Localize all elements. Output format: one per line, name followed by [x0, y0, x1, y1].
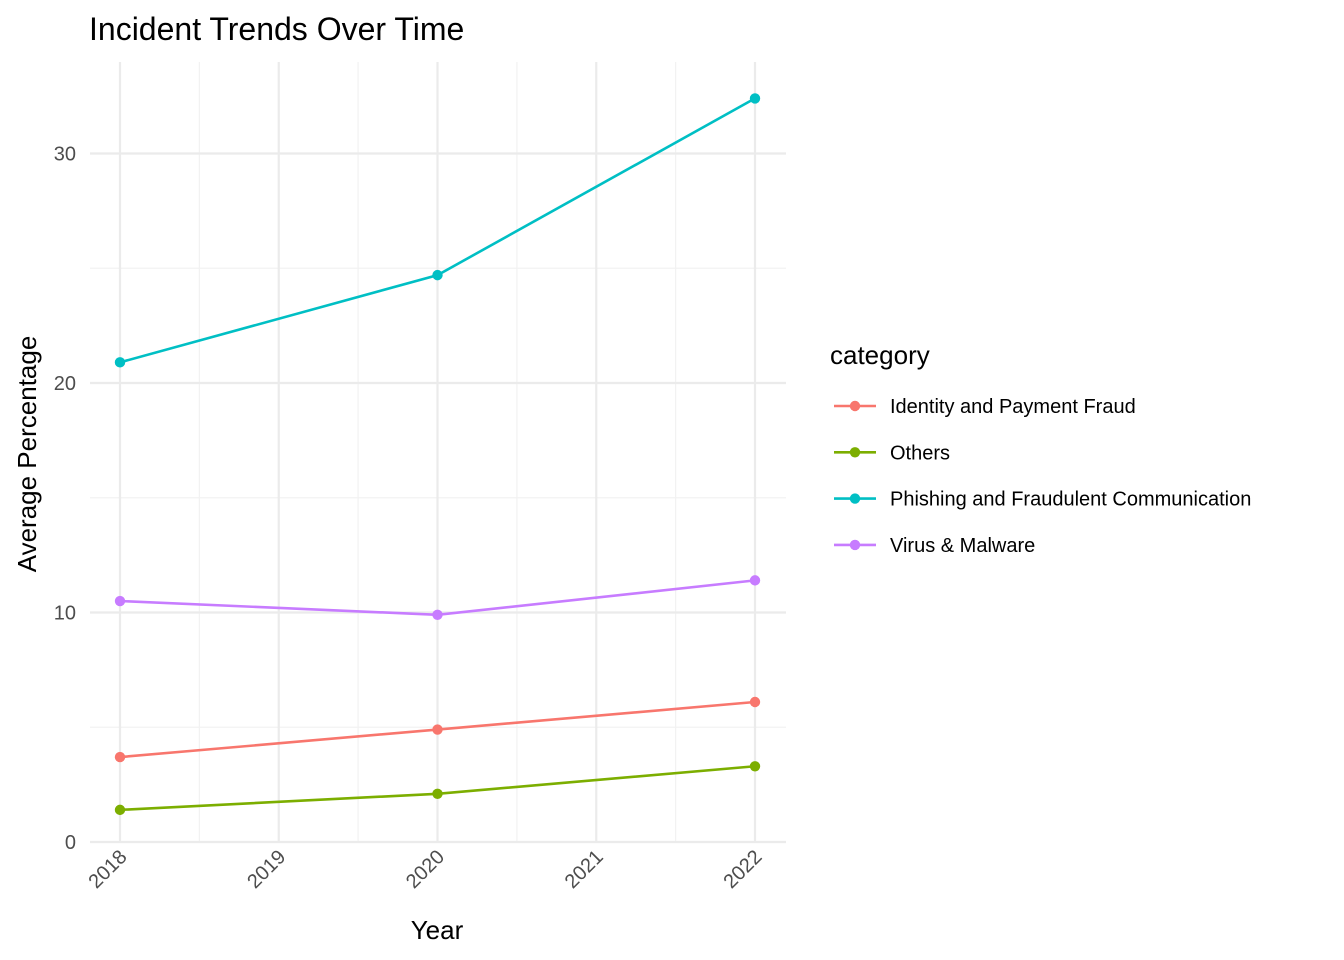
- legend: category Identity and Payment Fraud Other…: [830, 340, 1251, 557]
- data-point: [114, 804, 126, 816]
- legend-item: Identity and Payment Fraud: [834, 396, 1136, 418]
- y-tick-label: 20: [54, 373, 76, 395]
- series-group: [114, 696, 761, 763]
- x-tick-label: 2021: [561, 846, 608, 893]
- y-tick-label: 10: [54, 603, 76, 625]
- data-point: [432, 609, 443, 620]
- legend-item: Phishing and Fraudulent Communication: [834, 489, 1251, 511]
- series-group: [114, 575, 761, 620]
- legend-label: Identity and Payment Fraud: [890, 396, 1136, 418]
- legend-key-point: [849, 447, 861, 458]
- series-group: [114, 761, 761, 816]
- data-point: [114, 751, 126, 763]
- legend-key-point: [849, 400, 861, 412]
- data-point: [114, 357, 126, 368]
- y-tick-label: 30: [54, 144, 76, 166]
- series-layer: [114, 93, 761, 816]
- data-point: [432, 724, 443, 735]
- y-tick-label: 0: [65, 832, 76, 854]
- series-group: [114, 93, 761, 368]
- data-point: [114, 595, 126, 607]
- data-point: [432, 269, 443, 281]
- data-point: [749, 575, 761, 586]
- data-point: [432, 788, 443, 800]
- y-axis-title: Average Percentage: [12, 336, 42, 573]
- chart-title: Incident Trends Over Time: [89, 11, 464, 47]
- legend-label: Phishing and Fraudulent Communication: [890, 489, 1251, 511]
- data-point: [749, 93, 761, 104]
- x-tick-label: 2020: [402, 846, 449, 893]
- legend-label: Virus & Malware: [890, 535, 1035, 557]
- data-point: [749, 696, 761, 708]
- x-tick-label: 2019: [243, 846, 290, 893]
- x-axis-title: Year: [411, 915, 464, 945]
- legend-key-point: [849, 539, 861, 551]
- y-axis-ticks: 0 10 20 30: [54, 144, 76, 855]
- legend-label: Others: [890, 442, 950, 464]
- legend-item: Others: [834, 442, 950, 464]
- legend-title: category: [830, 340, 930, 370]
- data-point: [749, 761, 761, 772]
- x-axis-ticks: 2018 2019 2020 2021 2022: [85, 846, 767, 893]
- legend-item: Virus & Malware: [834, 535, 1035, 557]
- x-tick-label: 2018: [85, 846, 132, 893]
- x-tick-label: 2022: [720, 846, 767, 893]
- legend-key-point: [849, 493, 861, 504]
